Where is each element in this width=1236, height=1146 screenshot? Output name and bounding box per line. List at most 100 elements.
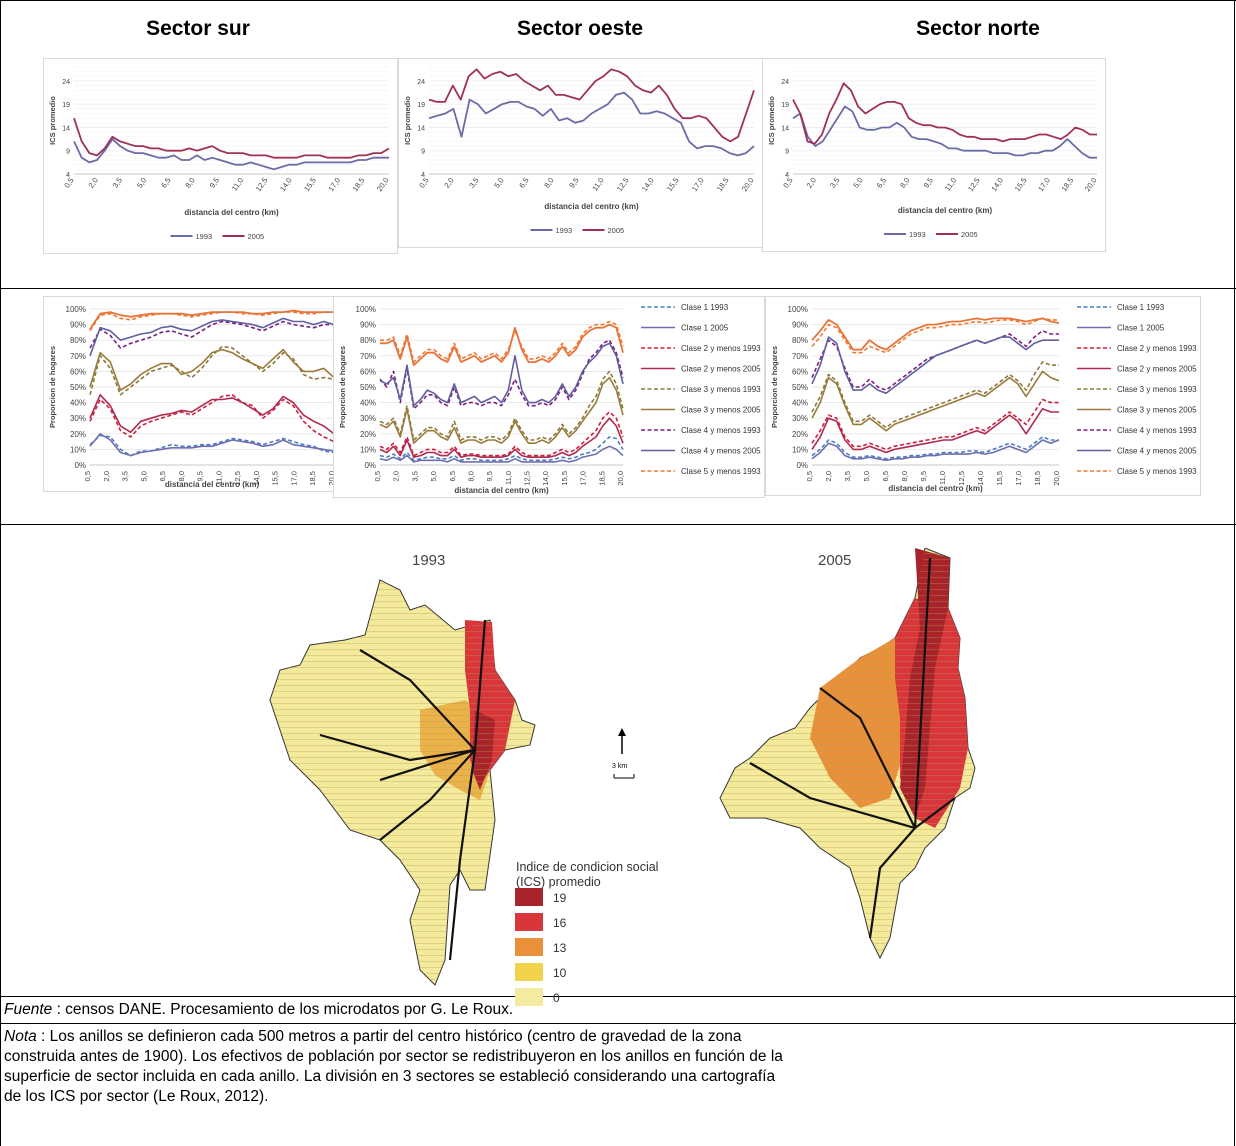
y-tick-label: 9: [66, 149, 70, 156]
x-tick-label: 6,5: [881, 471, 890, 481]
legend-label-1993: 1993: [196, 232, 213, 241]
x-tick-label: 12,5: [957, 471, 966, 486]
series-line-clase-1-1993: [379, 436, 624, 462]
x-tick-label: 9,5: [196, 471, 205, 481]
class-legend-label: Clase 1 2005: [1117, 324, 1165, 333]
caption-nota-line-2: construida antes de 1900). Los efectivos…: [4, 1048, 783, 1065]
map-2005-ring-overlay: [720, 548, 975, 958]
class-legend-label: Clase 4 y menos 2005: [1117, 447, 1197, 456]
y-tick-label: 70%: [792, 352, 808, 361]
y-tick-label: 40%: [360, 399, 376, 408]
x-tick-label: 5,0: [862, 471, 871, 481]
x-axis-label: distancia del centro (km): [165, 480, 260, 489]
class-legend-label: Clase 5 y menos 1993: [681, 467, 761, 476]
series-line-clase-2-y-menos-2005: [811, 408, 1059, 454]
x-tick-label: 20,0: [616, 471, 625, 486]
legend-label-2005: 2005: [608, 226, 625, 235]
x-tick-label: 11,0: [590, 176, 605, 193]
map-legend-swatch-10: [515, 963, 543, 981]
x-tick-label: 3,5: [843, 471, 852, 481]
series-line-1993: [73, 138, 389, 171]
row-divider-1: [0, 288, 1236, 289]
x-tick-label: 2,0: [805, 176, 818, 190]
y-tick-label: 24: [417, 79, 425, 86]
y-tick-label: 0%: [364, 461, 376, 470]
x-tick-label: 18,5: [308, 471, 317, 486]
sector-title-sur: Sector sur: [146, 17, 250, 40]
y-tick-label: 10%: [360, 445, 376, 454]
class-legend-label: Clase 2 y menos 2005: [681, 365, 761, 374]
x-tick-label: 12,5: [233, 471, 242, 486]
x-tick-label: 17,0: [326, 176, 342, 193]
x-tick-label: 5,0: [429, 471, 438, 481]
x-tick-label: 12,5: [615, 176, 631, 193]
x-tick-label: 15,5: [560, 471, 569, 486]
y-tick-label: 70%: [70, 352, 86, 361]
y-tick-label: 20%: [70, 430, 86, 439]
x-tick-label: 0,5: [62, 176, 75, 190]
x-tick-label: 0,5: [83, 471, 92, 481]
x-tick-label: 2,0: [392, 471, 401, 481]
x-tick-label: 15,5: [302, 176, 318, 193]
x-tick-label: 3,5: [828, 176, 841, 190]
class-legend-label: Clase 5 y menos 1993: [1117, 467, 1197, 476]
caption-fuente-label: Fuente: [4, 1001, 53, 1018]
x-tick-label: 18,5: [1060, 176, 1076, 193]
class-legend-label: Clase 3 y menos 1993: [681, 385, 761, 394]
y-tick-label: 24: [62, 79, 70, 86]
y-tick-label: 90%: [70, 321, 86, 330]
map-legend-title: Indice de condicion social (ICS) promedi…: [516, 860, 658, 890]
x-tick-label: 0,5: [373, 471, 382, 481]
x-tick-label: 15,5: [995, 471, 1004, 486]
x-tick-label: 15,5: [665, 176, 681, 193]
x-tick-label: 3,5: [467, 176, 480, 190]
x-tick-label: 6,5: [158, 471, 167, 481]
y-tick-label: 24: [781, 79, 789, 86]
sector-title-norte: Sector norte: [916, 17, 1040, 40]
x-tick-label: 6,5: [159, 176, 172, 190]
caption-nota: Nota : Los anillos se definieron cada 50…: [4, 1027, 1230, 1107]
series-line-clase-4-y-menos-2005: [379, 342, 624, 407]
y-tick-label: 50%: [792, 383, 808, 392]
ics-sur-svg: 4 9 14 19 24 0,5 2,0 3,5 5,0 6,5 8,0 9,5 11,0 12,5 14,…: [48, 66, 391, 241]
class-legend-label: Clase 1 2005: [681, 324, 729, 333]
y-tick-label: 14: [781, 125, 789, 132]
class-legend-label: Clase 2 y menos 2005: [1117, 365, 1197, 374]
y-tick-label: 10%: [792, 445, 808, 454]
y-tick-label: 14: [417, 125, 425, 132]
map-1993: [269, 579, 536, 986]
caption-nota-line-4: de los ICS por sector (Le Roux, 2012).: [4, 1088, 269, 1105]
x-tick-label: 14,0: [976, 471, 985, 486]
x-tick-label: 0,5: [417, 176, 430, 190]
x-tick-label: 17,0: [579, 471, 588, 486]
series-line-clase-4-y-menos-1993: [89, 320, 334, 349]
legend-label-1993: 1993: [556, 226, 573, 235]
series-line-clase-1-1993: [811, 436, 1059, 460]
y-tick-label: 30%: [792, 414, 808, 423]
x-tick-label: 9,5: [919, 471, 928, 481]
caption-nota-line-1: : Los anillos se definieron cada 500 met…: [36, 1028, 742, 1045]
x-tick-label: 8,0: [900, 471, 909, 481]
y-tick-label: 10%: [70, 445, 86, 454]
map-legend-label-13: 13: [553, 941, 567, 955]
legend-label-2005: 2005: [248, 232, 265, 241]
y-tick-label: 0%: [74, 461, 86, 470]
x-axis-label: distancia del centro (km): [888, 484, 983, 493]
y-tick-label: 60%: [70, 367, 86, 376]
row-divider-2: [0, 524, 1236, 525]
y-tick-label: 80%: [360, 336, 376, 345]
clases-sur-svg: 0% 10% 20% 30% 40% 50% 60% 70% 80% 90% 100% 0,5 2,0 3…: [48, 305, 336, 489]
map-legend-swatch-19: [515, 888, 543, 906]
x-tick-label: 2,0: [442, 176, 455, 190]
x-tick-label: 11,0: [938, 471, 947, 485]
series-line-clase-2-y-menos-2005: [379, 417, 624, 458]
x-tick-label: 3,5: [111, 176, 124, 190]
x-axis-label: distancia del centro (km): [898, 206, 993, 215]
x-axis-label: distancia del centro (km): [544, 202, 639, 211]
y-tick-label: 20%: [360, 430, 376, 439]
series-line-clase-4-y-menos-2005: [811, 336, 1059, 394]
series-line-clase-2-y-menos-1993: [89, 394, 335, 443]
series-line-clase-1-2005: [89, 433, 335, 457]
class-legend-label: Clase 4 y menos 2005: [681, 447, 761, 456]
